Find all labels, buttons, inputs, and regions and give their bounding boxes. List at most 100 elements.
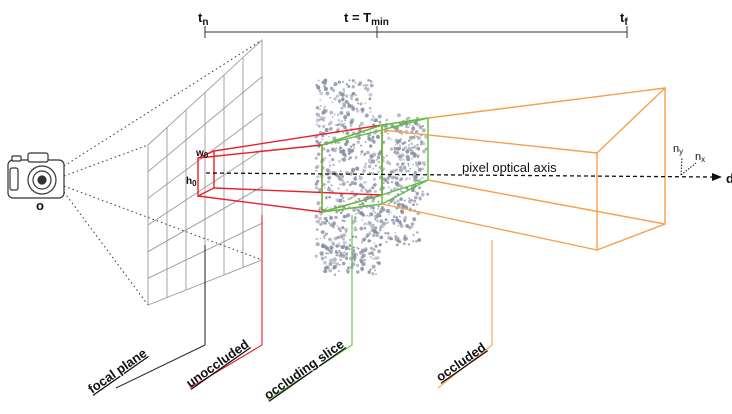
point [337,80,341,84]
point [343,115,348,120]
point [374,269,377,272]
point [379,235,384,240]
point [362,169,366,173]
point [360,266,364,271]
point [342,237,345,241]
point [341,97,345,102]
timeline: tn t = Tmin tf [198,10,628,38]
point [374,226,378,230]
point [339,170,342,173]
point [414,130,418,133]
point [335,94,339,98]
point [399,224,404,228]
point [411,129,414,131]
point [327,176,331,180]
point [322,116,326,120]
point [369,130,372,133]
point [353,146,356,149]
point [338,249,341,253]
point [386,221,389,224]
point [332,257,337,262]
point [338,122,341,126]
point [364,152,366,155]
point [372,233,376,238]
point [377,171,380,174]
point [355,94,357,96]
point [370,80,373,83]
point [342,240,347,245]
point [377,200,380,203]
point [356,270,360,274]
point [359,183,363,188]
point [329,110,334,115]
point [350,196,353,199]
point [352,194,356,198]
point [372,187,375,190]
point [329,164,332,167]
point [404,146,408,150]
point [416,116,419,120]
point [350,145,353,148]
point [420,143,423,146]
point [364,84,367,87]
point [318,89,322,92]
point [340,106,344,110]
point [339,258,342,261]
point [408,197,411,200]
point [398,174,401,176]
point [417,238,422,242]
point [396,199,400,203]
point [363,224,365,227]
point [424,147,428,151]
point [399,184,403,188]
point [393,202,396,205]
point [349,197,351,200]
point [369,83,374,88]
point [342,152,345,156]
point [410,225,414,229]
point [371,136,375,140]
point [416,123,421,127]
point [412,233,415,237]
point [372,152,377,157]
point [321,138,324,141]
point [412,152,414,155]
point [400,138,402,141]
point [393,200,397,205]
point [339,146,343,150]
point [324,256,327,259]
point [324,157,327,160]
point [332,265,337,269]
point [387,136,391,140]
point [386,160,390,165]
point [377,152,382,156]
point [341,245,345,249]
point [397,139,402,143]
point [315,112,319,116]
point [343,122,346,125]
point [344,227,348,232]
optical-axis [205,172,722,181]
point [410,222,415,226]
point [351,79,355,82]
point [325,91,330,96]
point [369,111,372,113]
point [321,134,325,138]
t-near-label: tn [198,10,208,28]
point [416,135,419,138]
point [359,226,364,231]
point [323,84,326,88]
point [372,115,374,117]
point [318,216,322,221]
point [355,263,360,268]
point [413,177,417,182]
point [317,187,322,192]
point [381,205,384,209]
point [373,116,375,119]
point [325,168,330,173]
point [370,246,373,250]
point [346,112,350,117]
point [382,226,385,229]
point [373,242,376,244]
